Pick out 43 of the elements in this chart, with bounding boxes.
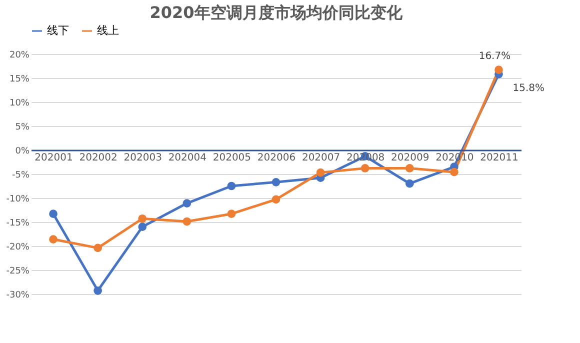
- x-tick-label: 202004: [168, 152, 207, 164]
- point: [360, 164, 370, 172]
- point: [272, 195, 280, 204]
- y-tick-label: -30%: [6, 290, 30, 300]
- x-tick-label: 202007: [302, 152, 340, 164]
- point: [316, 168, 325, 177]
- point: [138, 214, 147, 223]
- x-tick-label: 202006: [257, 152, 296, 164]
- legend-label: 线上: [97, 24, 119, 37]
- x-tick-label: 202001: [34, 152, 73, 164]
- x-tick-label: 202005: [212, 152, 252, 164]
- point: [94, 286, 102, 295]
- data-label: 15.8%: [512, 83, 545, 94]
- point: [405, 179, 414, 188]
- point: [405, 164, 414, 172]
- point: [272, 178, 280, 186]
- y-tick-label: 5%: [15, 122, 30, 132]
- point: [94, 244, 102, 252]
- x-tick-label: 202002: [79, 152, 118, 164]
- legend-label: 线下: [47, 24, 69, 37]
- y-tick-label: 20%: [9, 50, 30, 60]
- y-tick-label: 10%: [9, 98, 30, 108]
- y-tick-label: -20%: [6, 242, 30, 252]
- point: [49, 210, 58, 218]
- point: [138, 222, 147, 231]
- x-tick-label: 202009: [391, 152, 430, 164]
- point: [227, 182, 236, 190]
- y-tick-label: -25%: [6, 266, 30, 276]
- y-tick-label: -10%: [6, 194, 30, 204]
- y-tick-label: -15%: [6, 218, 30, 228]
- x-tick-label: 202011: [480, 152, 518, 164]
- y-tick-label: -5%: [12, 170, 30, 180]
- y-tick-label: 15%: [9, 74, 30, 84]
- chart-title: 2020年空调月度市场均价同比变化: [150, 3, 404, 22]
- point: [182, 217, 192, 226]
- point: [450, 168, 458, 176]
- data-label: 16.7%: [478, 50, 511, 62]
- x-tick-label: 202003: [124, 152, 162, 164]
- point: [182, 199, 192, 208]
- point: [49, 235, 58, 244]
- point: [494, 66, 503, 74]
- y-tick-label: 0%: [15, 146, 30, 156]
- point: [227, 210, 236, 218]
